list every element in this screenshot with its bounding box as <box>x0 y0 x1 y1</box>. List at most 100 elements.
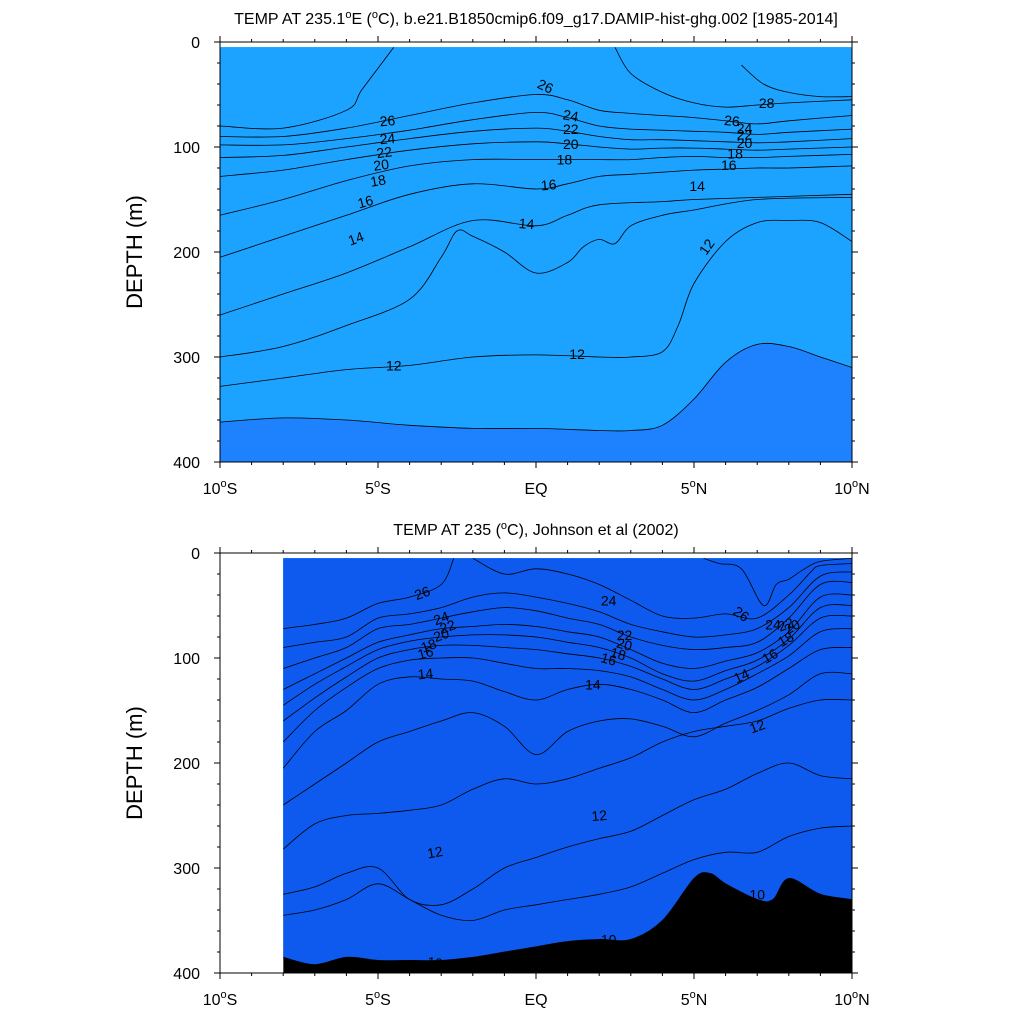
contour-label: 16 <box>759 645 781 667</box>
contour-label: 24 <box>379 130 396 147</box>
contour-label: 12 <box>386 357 402 373</box>
contour-label: 18 <box>775 628 797 650</box>
contour-label: 12 <box>426 843 444 861</box>
contour-label: 14 <box>731 665 752 686</box>
isotherm-line-26 <box>472 558 852 620</box>
isotherm-line-10 <box>283 825 852 922</box>
y-tick-label: 100 <box>173 140 200 157</box>
y-tick-label: 100 <box>173 651 200 668</box>
contour-label: 18 <box>419 635 439 655</box>
y-tick-label: 400 <box>173 455 200 472</box>
contour-fills <box>220 47 852 462</box>
x-tick-hemisphere: S <box>380 481 391 498</box>
contour-label: 20 <box>737 135 753 151</box>
contour-label: 16 <box>540 176 557 193</box>
y-tick-label: 300 <box>173 861 200 878</box>
contour-label: 18 <box>609 644 628 664</box>
x-tick-degree: o <box>690 989 696 1001</box>
x-tick-hemisphere: N <box>858 481 870 498</box>
y-tick-label: 0 <box>191 546 200 563</box>
x-tick-number: 10 <box>203 992 221 1009</box>
title-part: C), b.e21.B1850cmip6.f09_g17.DAMIP-hist-… <box>378 11 838 28</box>
contour-label: 24 <box>737 120 753 136</box>
isotherm-line-11 <box>283 762 852 906</box>
x-tick-number: EQ <box>524 992 547 1009</box>
isotherm-line-13 <box>220 197 852 358</box>
title-part: TEMP AT 235.1 <box>234 11 345 28</box>
isotherm-fill-9 <box>283 558 852 965</box>
contour-label: 10 <box>426 953 444 971</box>
x-tick-label: 10oS <box>203 989 238 1009</box>
isotherm-line-22 <box>220 127 852 158</box>
isotherm-line-13 <box>283 671 852 806</box>
x-tick-label: 5oS <box>365 989 391 1009</box>
contour-labels: 26 24262422201816142220181614242220181614… <box>412 583 803 972</box>
x-tick-degree: o <box>852 989 858 1001</box>
y-axis-label: DEPTH (m) <box>122 706 147 820</box>
contour-label: 28 <box>759 95 775 111</box>
isotherm-line-18 <box>220 154 852 216</box>
isotherm-line-24 <box>220 111 852 146</box>
x-tick-label: 5oN <box>681 478 708 498</box>
y-tick-label: 400 <box>173 966 200 983</box>
x-tick-number: 5 <box>365 481 374 498</box>
contour-label: 20 <box>781 616 803 638</box>
x-tick-degree: o <box>374 478 380 490</box>
x-tick-number: 10 <box>834 992 852 1009</box>
x-tick-degree: o <box>374 989 380 1001</box>
isotherm-line-11 <box>220 342 852 432</box>
isotherm-line-12 <box>220 219 852 387</box>
x-tick-number: EQ <box>524 481 547 498</box>
title-degree: o <box>501 520 507 532</box>
contour-label: 14 <box>417 665 434 682</box>
isotherm-line-27 <box>703 558 852 606</box>
contour-label: 10 <box>601 931 617 947</box>
contour-label: 14 <box>346 228 366 248</box>
contour-label: 24 <box>601 592 617 608</box>
x-tick-label: 10oN <box>834 989 869 1009</box>
contour-label: 16 <box>356 192 375 212</box>
isotherm-line-18 <box>283 614 852 722</box>
contour-label: 26 <box>379 112 396 129</box>
isotherm-line-27 <box>614 47 852 108</box>
contour-label: 12 <box>591 807 608 824</box>
contour-lines <box>283 558 852 966</box>
contour-label: 22 <box>617 627 633 643</box>
isotherm-line-22 <box>283 593 852 690</box>
contour-label: 14 <box>585 676 601 692</box>
x-tick-label: 10oN <box>834 478 869 498</box>
title-degree: o <box>345 9 351 21</box>
title-part: E ( <box>351 11 372 28</box>
panel-observation: 26 24262422201816142220181614242220181614… <box>122 520 870 1009</box>
title-degree: o <box>372 9 378 21</box>
contour-label: 20 <box>563 136 579 152</box>
isotherm-line-26 <box>283 558 455 629</box>
contour-label: 16 <box>599 649 618 669</box>
x-tick-number: 5 <box>365 992 374 1009</box>
title-part: C), Johnson et al (2002) <box>507 522 679 539</box>
x-tick-hemisphere: N <box>858 992 870 1009</box>
contour-label: 24 <box>431 608 451 628</box>
x-tick-number: 10 <box>203 481 221 498</box>
contour-label: 22 <box>563 121 579 137</box>
isotherm-fill-11 <box>220 47 852 432</box>
contour-label: 26 <box>412 583 432 603</box>
contour-lines <box>220 47 852 432</box>
contour-label: 14 <box>689 178 705 194</box>
isotherm-line-28 <box>741 64 852 98</box>
x-tick-degree: o <box>221 989 227 1001</box>
contour-label: 22 <box>375 143 393 161</box>
title-part: TEMP AT 235 ( <box>393 522 501 539</box>
contour-label: 22 <box>437 616 457 636</box>
x-tick-label: EQ <box>524 992 547 1009</box>
x-tick-degree: o <box>221 478 227 490</box>
contour-label: 18 <box>369 171 387 189</box>
contour-label: 26 <box>535 76 556 97</box>
contour-label: 20 <box>615 635 634 655</box>
contour-label: 24 <box>765 616 781 632</box>
isotherm-line-27 <box>220 47 395 130</box>
isotherm-line-20 <box>283 604 852 706</box>
x-tick-hemisphere: N <box>696 992 708 1009</box>
